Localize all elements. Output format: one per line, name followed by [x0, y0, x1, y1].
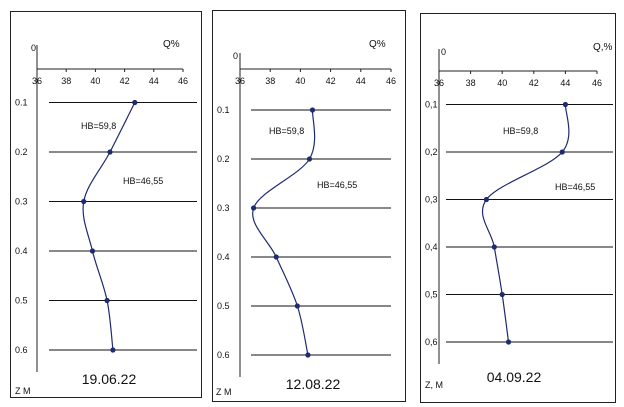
data-point	[483, 196, 489, 203]
data-point	[309, 107, 316, 113]
y-tick-label: 0,6	[425, 337, 438, 347]
y-tick-label: 0	[233, 51, 238, 61]
annotation-hb-1: HB=59,8	[81, 121, 116, 131]
x-axis-label: Q%	[369, 39, 386, 50]
annotation-hb-1: HB=59,8	[269, 126, 304, 136]
data-point	[491, 244, 497, 250]
y-tick-label: 0.4	[15, 246, 28, 256]
series-line	[481, 104, 570, 343]
y-tick-label: 0	[31, 43, 36, 53]
data-point	[89, 248, 96, 254]
y-tick-label: 0.2	[217, 154, 230, 164]
annotation-hb-2: HB=46,55	[123, 176, 163, 186]
chart-panel-1: 36 38 40 42 44 46 0 0.1 0.2 0.3 0.4 0.5 0.6 Q% Z M HB=5…	[10, 11, 202, 398]
chart-svg: 36 38 40 42 44 46 0 0,1 0,2 0,3 0,4 0,5 0,6 Q,% Z, M HB…	[425, 42, 613, 390]
chart-svg: 36 38 40 42 44 46 0 0.1 0.2 0.3 0.4 0.5 0.6 Q% Z M HB=5…	[216, 39, 396, 397]
y-tick-label: 0,3	[425, 195, 438, 205]
y-tick-label: 0.2	[15, 147, 28, 157]
x-tick-label: 46	[178, 76, 188, 86]
x-tick-label: 44	[149, 76, 159, 86]
y-tick-label: 0,5	[425, 290, 438, 300]
y-tick-label: 0	[441, 47, 446, 57]
date-caption: 04.09.22	[487, 369, 542, 385]
data-point	[305, 352, 311, 358]
annotation-hb-2: HB=46,55	[317, 180, 357, 190]
x-tick-label: 42	[120, 76, 130, 86]
data-point	[499, 291, 505, 298]
x-tick-label: 38	[61, 76, 71, 86]
chart-panel-3: 36 38 40 42 44 46 0 0,1 0,2 0,3 0,4 0,5 0,6 Q,% Z, M HB…	[420, 13, 616, 403]
data-point	[559, 149, 565, 155]
x-tick-label: 36	[32, 76, 42, 86]
y-axis-label: Z M	[15, 386, 31, 396]
y-tick-label: 0.4	[217, 252, 230, 262]
y-tick-label: 0.5	[15, 296, 28, 306]
chart-panel-2: 36 38 40 42 44 46 0 0.1 0.2 0.3 0.4 0.5 0.6 Q% Z M HB=5…	[212, 10, 406, 402]
y-axis-label: Z M	[216, 387, 232, 397]
data-point	[132, 99, 138, 106]
x-tick-label: 38	[265, 76, 275, 86]
y-tick-label: 0.5	[217, 301, 230, 311]
data-point	[562, 101, 568, 108]
y-tick-label: 0.3	[217, 203, 230, 213]
y-tick-label: 0,2	[425, 147, 438, 157]
data-point	[306, 156, 313, 162]
y-axis-label: Z, M	[425, 380, 443, 390]
x-tick-label: 46	[592, 78, 602, 88]
data-point	[294, 303, 300, 309]
data-point	[104, 297, 110, 304]
data-point	[505, 339, 512, 345]
y-tick-label: 0.6	[15, 345, 28, 355]
data-point	[81, 198, 87, 205]
x-tick-label: 42	[326, 76, 336, 86]
x-tick-label: 40	[295, 76, 305, 86]
series-line	[82, 102, 136, 351]
x-axis-label: Q,%	[593, 42, 613, 53]
annotation-hb-1: HB=59,8	[503, 126, 538, 136]
x-tick-label: 36	[235, 76, 245, 86]
data-point	[110, 347, 116, 353]
chart-svg: 36 38 40 42 44 46 0 0.1 0.2 0.3 0.4 0.5 0.6 Q% Z M HB=5…	[15, 39, 197, 396]
annotation-hb-2: HB=46,55	[555, 182, 595, 192]
y-tick-label: 0.6	[217, 350, 230, 360]
x-tick-label: 40	[90, 76, 100, 86]
x-tick-label: 46	[386, 76, 396, 86]
y-tick-label: 0,1	[425, 100, 438, 110]
y-tick-label: 0.1	[217, 105, 230, 115]
date-caption: 19.06.22	[82, 371, 137, 387]
date-caption: 12.08.22	[286, 376, 341, 392]
y-tick-label: 0.3	[15, 197, 28, 207]
x-tick-label: 40	[497, 78, 507, 88]
data-point	[107, 149, 113, 155]
series-line	[252, 109, 316, 356]
x-tick-label: 44	[356, 76, 366, 86]
x-axis-label: Q%	[163, 39, 180, 50]
y-tick-label: 0.1	[15, 98, 28, 108]
x-tick-label: 38	[466, 78, 476, 88]
x-tick-label: 44	[560, 78, 570, 88]
data-point	[273, 254, 279, 260]
data-point	[250, 205, 257, 211]
x-tick-label: 42	[529, 78, 539, 88]
x-tick-label: 36	[434, 78, 444, 88]
y-tick-label: 0,4	[425, 242, 438, 252]
